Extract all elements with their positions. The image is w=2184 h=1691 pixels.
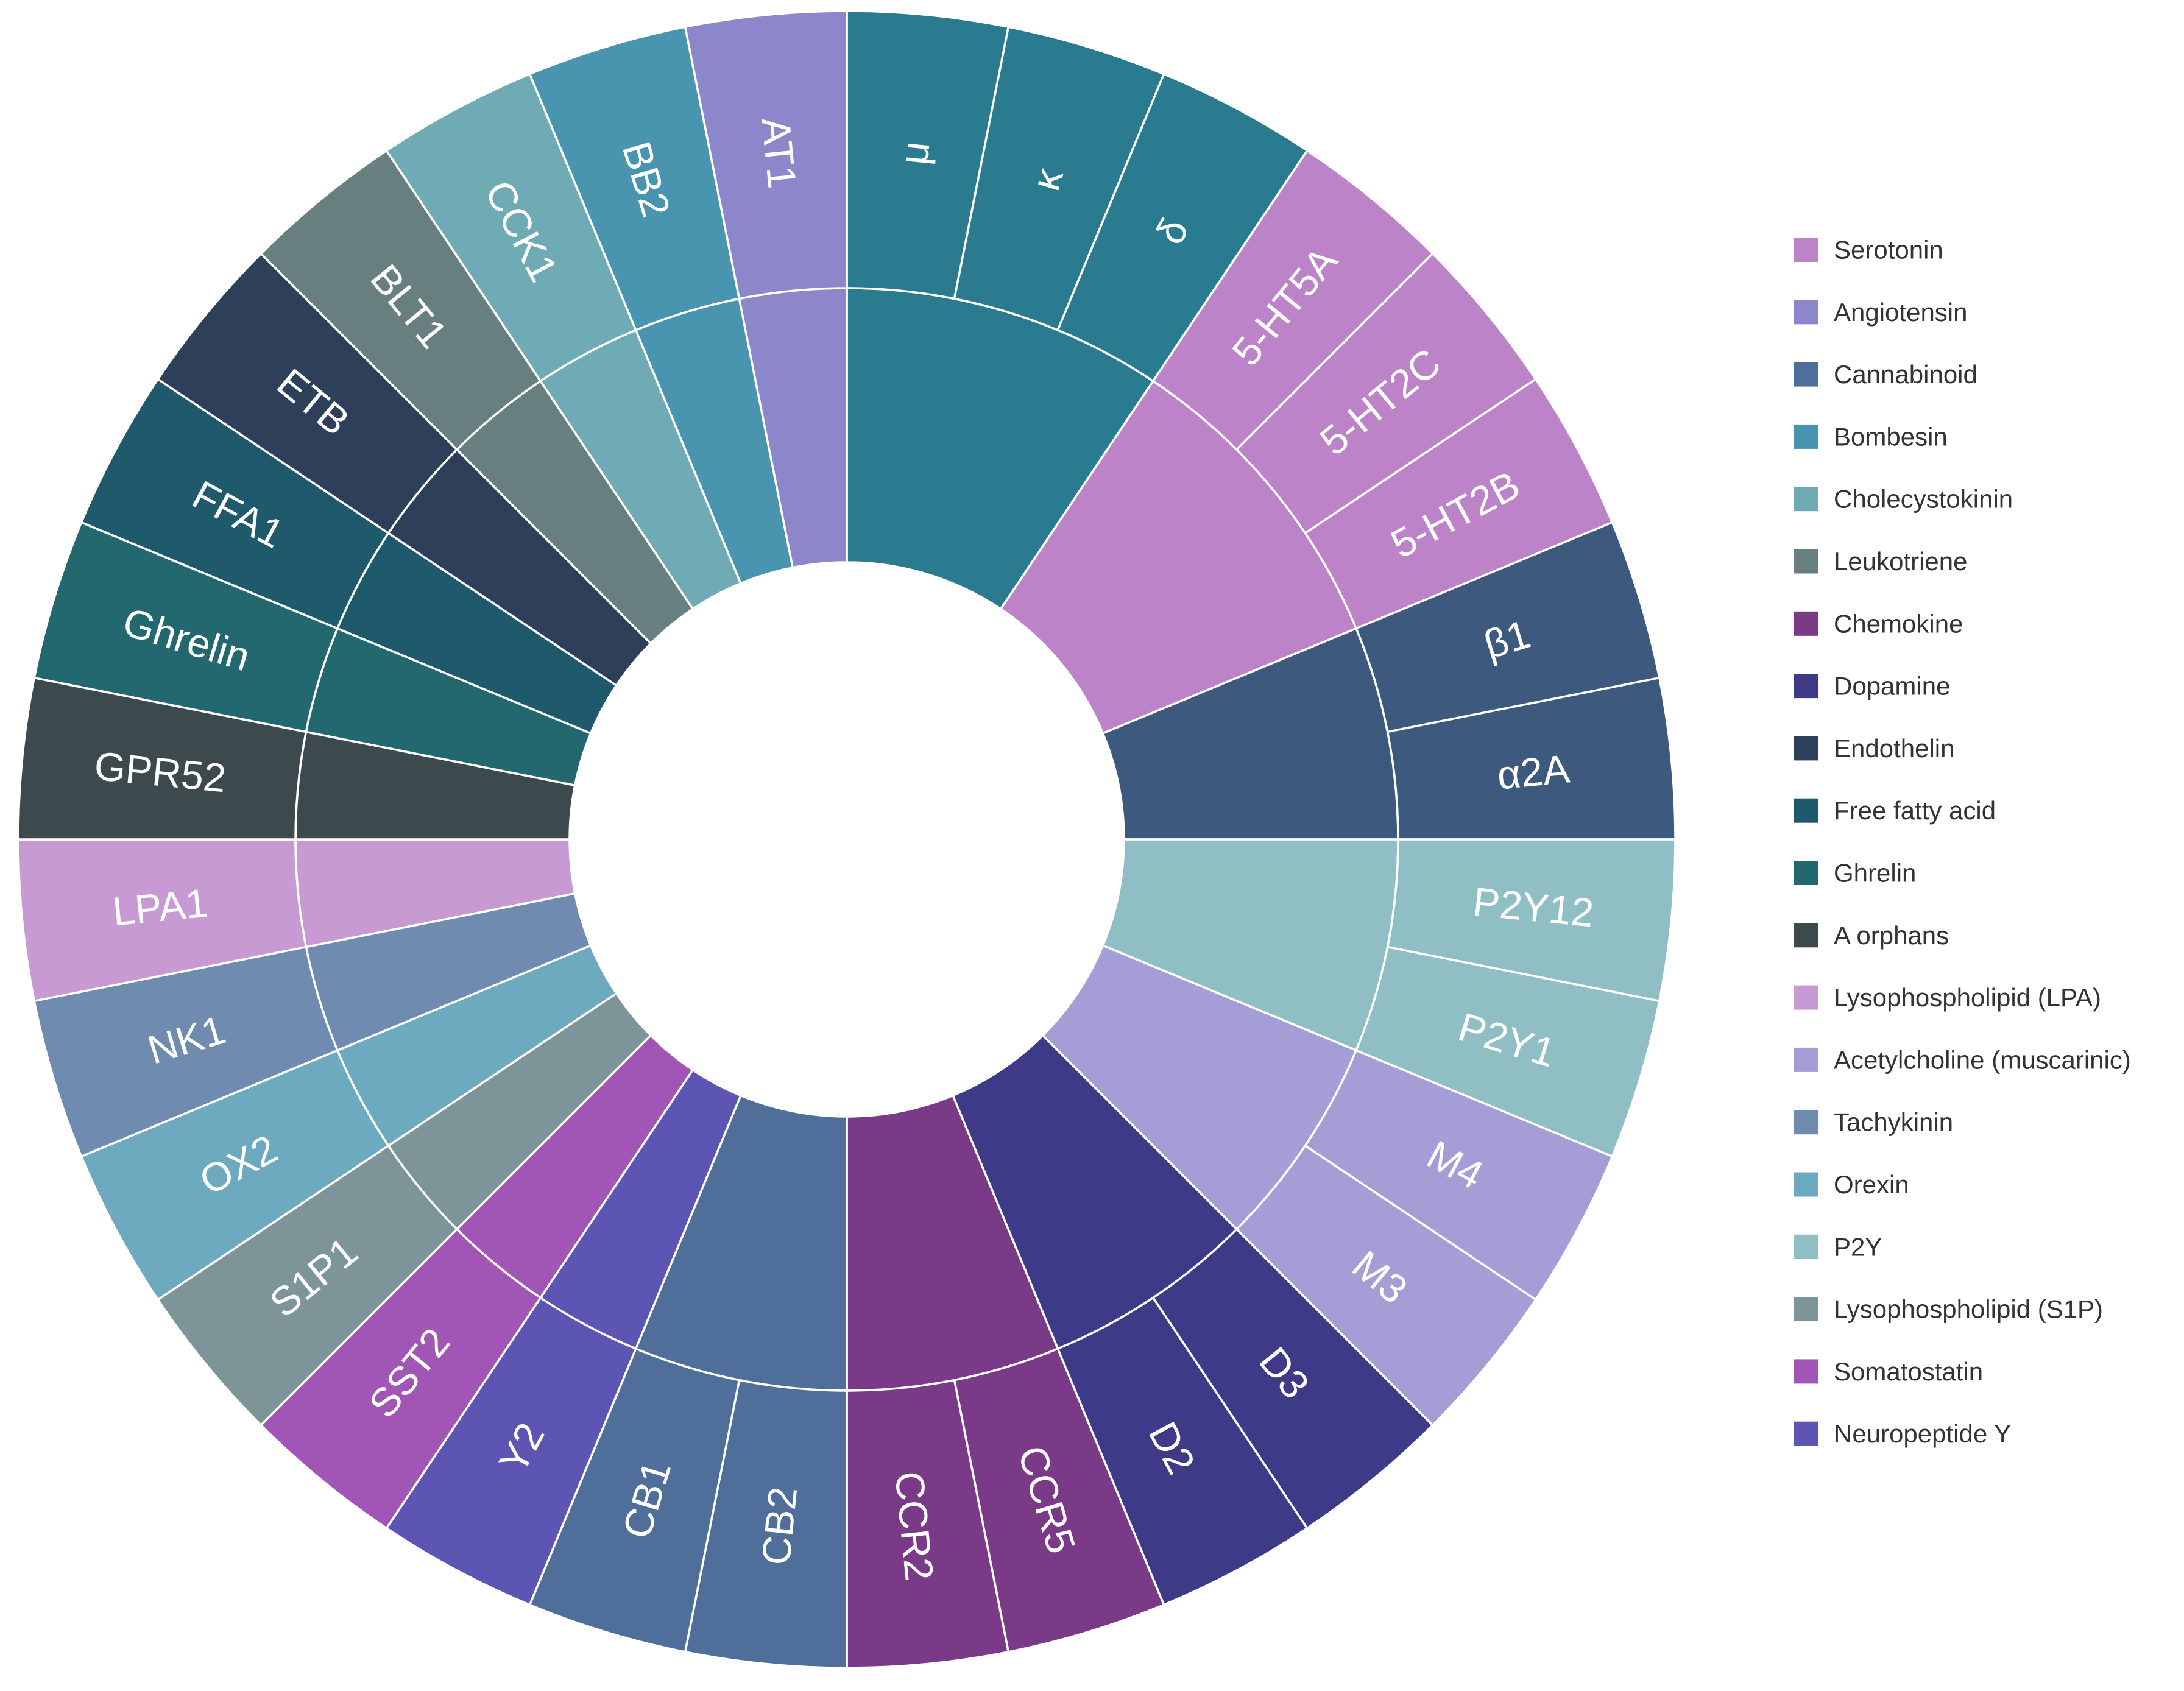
legend-item-cannabinoid: Cannabinoid: [1794, 360, 1977, 389]
legend-label-lysophospholipid-lpa: Lysophospholipid (LPA): [1834, 983, 2101, 1012]
legend-item-angiotensin: Angiotensin: [1794, 298, 1968, 327]
legend-item-serotonin: Serotonin: [1794, 236, 1943, 264]
legend-item-neuropeptide-y: Neuropeptide Y: [1794, 1419, 2011, 1448]
legend-label-bombesin: Bombesin: [1834, 422, 1948, 451]
legend-item-a-orphans: A orphans: [1794, 921, 1949, 950]
legend-item-cholecystokinin: Cholecystokinin: [1794, 485, 2013, 514]
legend-swatch-cholecystokinin: [1794, 487, 1818, 512]
legend-swatch-endothelin: [1794, 736, 1818, 761]
legend-label-acetylcholine-muscarinic: Acetylcholine (muscarinic): [1834, 1045, 2131, 1074]
legend-item-orexin: Orexin: [1794, 1170, 1909, 1199]
legend-label-ghrelin: Ghrelin: [1834, 859, 1916, 888]
legend-item-free-fatty-acid: Free fatty acid: [1794, 796, 1996, 825]
segment-label-item: μ: [891, 139, 938, 166]
legend-item-bombesin: Bombesin: [1794, 422, 1948, 451]
segment-label-cb2: CB2: [753, 1485, 805, 1567]
inner-ring: [294, 287, 1399, 1392]
legend-swatch-somatostatin: [1794, 1359, 1818, 1384]
legend-label-dopamine: Dopamine: [1834, 672, 1950, 701]
legend-swatch-dopamine: [1794, 674, 1818, 699]
legend-label-lysophospholipid-s1p: Lysophospholipid (S1P): [1834, 1295, 2103, 1324]
segment-label-lpa1: LPA1: [110, 880, 210, 934]
legend-label-cannabinoid: Cannabinoid: [1834, 360, 1977, 389]
legend-swatch-ghrelin: [1794, 861, 1818, 885]
legend-label-p2y: P2Y: [1834, 1232, 1882, 1261]
legend-label-orexin: Orexin: [1834, 1170, 1909, 1199]
legend-swatch-leukotriene: [1794, 549, 1818, 574]
legend: Serotonin Angiotensin Cannabinoid Bombesin C…: [1794, 236, 2131, 1448]
legend-item-lysophospholipid-s1p: Lysophospholipid (S1P): [1794, 1295, 2103, 1324]
legend-item-tachykinin: Tachykinin: [1794, 1108, 1953, 1137]
legend-label-neuropeptide-y: Neuropeptide Y: [1834, 1419, 2011, 1448]
legend-item-chemokine: Chemokine: [1794, 609, 1963, 638]
legend-swatch-tachykinin: [1794, 1110, 1818, 1135]
legend-item-ghrelin: Ghrelin: [1794, 859, 1916, 888]
outer-segment-at1: [684, 10, 848, 300]
legend-label-a-orphans: A orphans: [1834, 921, 1949, 950]
segment-label-2a: α2A: [1495, 746, 1572, 797]
legend-swatch-chemokine: [1794, 611, 1818, 636]
legend-swatch-cannabinoid: [1794, 362, 1818, 387]
legend-label-tachykinin: Tachykinin: [1834, 1108, 1953, 1137]
legend-label-somatostatin: Somatostatin: [1834, 1357, 1983, 1386]
legend-swatch-free-fatty-acid: [1794, 798, 1818, 823]
legend-label-serotonin: Serotonin: [1834, 236, 1943, 264]
legend-swatch-angiotensin: [1794, 300, 1818, 325]
legend-label-chemokine: Chemokine: [1834, 609, 1963, 638]
legend-swatch-orexin: [1794, 1172, 1818, 1197]
segment-label-at1: AT1: [753, 116, 805, 191]
legend-swatch-bombesin: [1794, 424, 1818, 449]
legend-swatch-a-orphans: [1794, 923, 1818, 948]
legend-swatch-serotonin: [1794, 238, 1818, 262]
legend-item-acetylcholine-muscarinic: Acetylcholine (muscarinic): [1794, 1045, 2131, 1074]
legend-item-p2y: P2Y: [1794, 1232, 1882, 1261]
legend-swatch-p2y: [1794, 1234, 1818, 1259]
legend-label-free-fatty-acid: Free fatty acid: [1834, 796, 1996, 825]
legend-item-somatostatin: Somatostatin: [1794, 1357, 1983, 1386]
legend-item-lysophospholipid-lpa: Lysophospholipid (LPA): [1794, 983, 2101, 1012]
legend-item-leukotriene: Leukotriene: [1794, 547, 1968, 576]
legend-swatch-acetylcholine-muscarinic: [1794, 1047, 1818, 1072]
outer-ring: μκδ5-HT5A5-HT2C5-HT2Bβ1α2AP2Y12P2Y1M4M3D…: [17, 10, 1677, 1669]
legend-label-leukotriene: Leukotriene: [1834, 547, 1968, 576]
legend-item-endothelin: Endothelin: [1794, 734, 1955, 763]
segment-label-ccr2: CCR2: [886, 1469, 942, 1583]
legend-swatch-lysophospholipid-lpa: [1794, 985, 1818, 1010]
legend-swatch-lysophospholipid-s1p: [1794, 1297, 1818, 1322]
legend-label-cholecystokinin: Cholecystokinin: [1834, 485, 2013, 514]
legend-label-angiotensin: Angiotensin: [1834, 298, 1968, 327]
legend-swatch-neuropeptide-y: [1794, 1421, 1818, 1446]
legend-label-endothelin: Endothelin: [1834, 734, 1955, 763]
legend-item-dopamine: Dopamine: [1794, 672, 1950, 701]
